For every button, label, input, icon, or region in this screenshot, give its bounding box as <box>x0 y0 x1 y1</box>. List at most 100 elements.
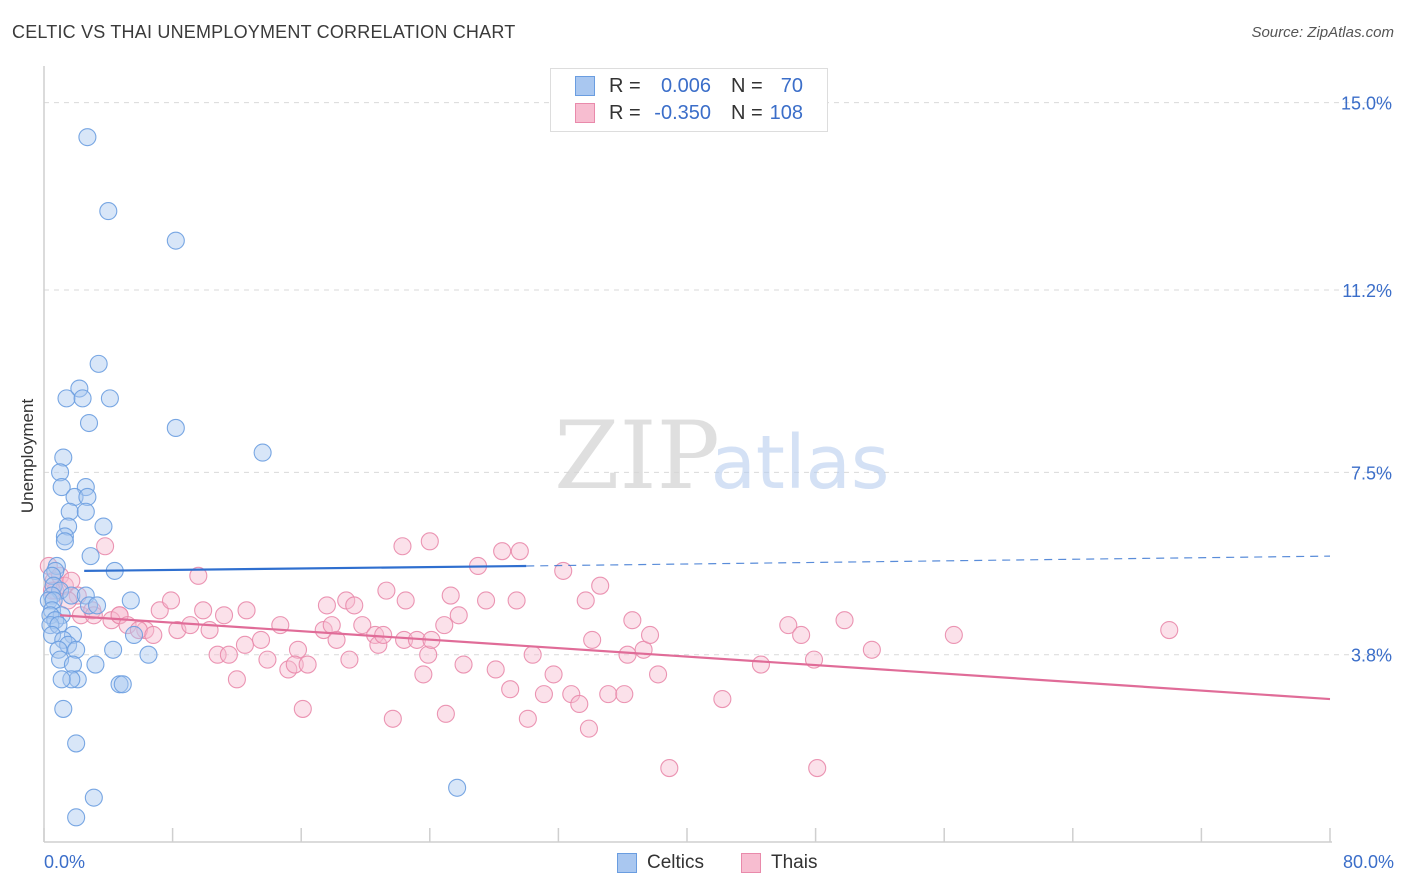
data-point-celtics <box>67 734 86 753</box>
data-point-celtics <box>46 611 65 630</box>
legend-swatch-thais <box>575 103 595 123</box>
data-point-thais <box>751 655 770 674</box>
data-point-celtics <box>166 418 185 438</box>
data-point-thais <box>510 542 529 561</box>
data-point-thais <box>493 542 512 561</box>
data-point-thais <box>486 660 505 679</box>
legend-swatch-celtics <box>575 76 595 96</box>
data-point-celtics <box>57 389 76 408</box>
legend-item-thais[interactable]: Thais <box>741 852 817 874</box>
trend-line-celtics-extension <box>526 555 1331 567</box>
legend-item-celtics[interactable]: Celtics <box>617 852 704 874</box>
data-point-celtics <box>100 389 119 408</box>
data-point-celtics <box>84 788 103 807</box>
data-point-thais <box>534 685 553 704</box>
data-point-thais <box>161 591 181 610</box>
data-point-thais <box>570 694 589 714</box>
data-point-thais <box>285 655 304 674</box>
data-point-thais <box>435 616 454 635</box>
y-tick-label: 3.8% <box>1351 646 1392 666</box>
axes <box>43 66 1332 843</box>
data-point-thais <box>583 630 602 649</box>
grid-lines <box>44 102 1392 656</box>
y-tick-label: 7.5% <box>1351 463 1392 483</box>
data-point-celtics <box>99 202 118 221</box>
data-point-thais <box>579 719 598 738</box>
data-point-celtics <box>86 655 105 674</box>
legend-label-thais: Thais <box>771 852 818 873</box>
data-point-thais <box>189 566 208 585</box>
data-point-thais <box>251 630 271 649</box>
data-point-thais <box>623 611 642 630</box>
data-point-thais <box>219 645 238 664</box>
y-tick-labels: 3.8% 7.5% 11.2% 15.0% <box>1341 94 1392 666</box>
data-point-thais <box>523 645 542 664</box>
data-point-celtics <box>54 448 73 467</box>
trend-line-celtics <box>84 564 527 573</box>
legend-n-label: N = <box>731 101 763 124</box>
data-point-thais <box>214 606 234 625</box>
data-point-celtics <box>81 547 100 566</box>
legend-r-value: -0.350 <box>654 101 711 124</box>
data-point-thais <box>792 625 811 645</box>
data-point-thais <box>507 591 526 610</box>
data-point-thais <box>615 685 634 704</box>
data-point-thais <box>862 640 881 659</box>
data-point-thais <box>419 645 438 664</box>
data-point-thais <box>84 606 103 625</box>
data-point-thais <box>374 625 393 645</box>
data-point-celtics <box>448 778 467 797</box>
data-point-thais <box>293 699 312 718</box>
data-point-thais <box>944 625 963 645</box>
legend-swatch-thais <box>741 853 761 873</box>
data-point-celtics <box>51 463 70 482</box>
data-point-celtics <box>60 502 79 521</box>
legend-row-celtics: R = 0.006 N = 70 <box>551 73 827 99</box>
data-point-thais <box>96 537 115 556</box>
data-point-celtics <box>124 625 144 645</box>
data-point-thais <box>477 591 496 610</box>
legend-label-celtics: Celtics <box>647 852 705 873</box>
data-point-celtics <box>54 699 73 718</box>
series-celtics <box>39 128 467 827</box>
data-point-thais <box>414 665 433 684</box>
data-point-thais <box>808 759 827 778</box>
data-point-celtics <box>68 670 87 689</box>
y-tick-label: 15.0% <box>1341 94 1392 114</box>
legend-r-label: R = <box>609 74 641 97</box>
data-point-celtics <box>67 808 86 827</box>
series-legend: Celtics Thais <box>0 852 1406 878</box>
x-tick-label-max: 80.0% <box>1342 852 1394 872</box>
data-point-celtics <box>55 527 74 546</box>
data-point-celtics <box>94 517 113 536</box>
data-point-thais <box>436 704 455 723</box>
data-point-celtics <box>63 655 82 674</box>
data-point-thais <box>237 601 256 620</box>
data-point-thais <box>258 650 277 669</box>
stats-legend: R = 0.006 N = 70 R = -0.350 N = 108 <box>550 68 828 132</box>
x-tick-label-min: 0.0% <box>44 852 86 872</box>
data-point-thais <box>395 630 414 649</box>
watermark-atlas: atlas <box>711 420 890 506</box>
data-point-celtics <box>65 487 84 507</box>
data-point-thais <box>779 616 798 635</box>
data-point-thais <box>345 596 364 615</box>
data-point-thais <box>835 611 854 630</box>
legend-row-thais: R = -0.350 N = 108 <box>551 100 827 126</box>
data-point-thais <box>396 591 415 610</box>
data-point-celtics <box>55 532 74 551</box>
y-tick-label: 11.2% <box>1342 281 1392 301</box>
data-point-thais <box>298 655 317 674</box>
data-point-celtics <box>87 596 107 615</box>
chart-title: CELTIC VS THAI UNEMPLOYMENT CORRELATION … <box>12 22 516 42</box>
data-point-celtics <box>78 487 97 507</box>
data-point-celtics <box>70 379 89 398</box>
data-point-celtics <box>52 478 71 497</box>
legend-n-value: 70 <box>780 74 803 97</box>
legend-swatch-celtics <box>617 853 637 873</box>
data-point-thais <box>441 586 460 605</box>
data-point-thais <box>420 532 439 551</box>
data-point-celtics <box>79 413 99 433</box>
data-point-thais <box>377 581 396 600</box>
data-point-thais <box>383 709 402 728</box>
